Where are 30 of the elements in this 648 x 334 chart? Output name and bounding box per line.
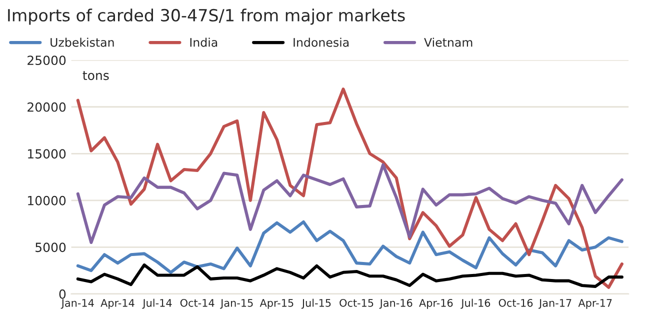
line-series <box>76 88 624 289</box>
x-tick-label: Jan-16 <box>379 298 412 309</box>
x-tick-label: Jan-17 <box>538 299 572 309</box>
x-tick-label: Oct-14 <box>180 298 214 307</box>
y-tick-label: 20000 <box>28 102 66 112</box>
y-tick-label: 25000 <box>28 56 66 66</box>
x-tick-label: Jan-15 <box>220 299 253 309</box>
x-tick-label: Apr-17 <box>578 299 612 309</box>
line-series <box>76 220 624 274</box>
legend-label: Vietnam <box>424 38 472 47</box>
legend-label: Indonesia <box>294 38 349 47</box>
x-tick-label: Jul-14 <box>142 298 172 309</box>
y-tick-label: 15000 <box>28 149 66 159</box>
x-tick-label: Jul-15 <box>301 298 331 309</box>
x-tick-label: Jan-14 <box>60 299 94 309</box>
x-tick-label: Jul-16 <box>460 298 490 309</box>
y-tick-label: 5000 <box>36 242 66 252</box>
legend-label: India <box>190 38 218 47</box>
x-tick-label: Oct-15 <box>340 298 374 307</box>
x-tick-label: Apr-16 <box>419 298 453 309</box>
x-tick-label: Apr-15 <box>260 299 294 309</box>
line-series <box>76 263 624 288</box>
line-series <box>76 163 624 244</box>
y-axis-title: tons <box>82 71 109 80</box>
legend-label: Uzbekistan <box>50 38 114 47</box>
y-tick-label: 0 <box>59 289 66 299</box>
chart-title: Imports of carded 30-47S/1 from major markets <box>8 8 405 25</box>
x-tick-label: Apr-14 <box>100 299 134 309</box>
x-tick-label: Oct-16 <box>498 298 533 307</box>
y-tick-label: 10000 <box>28 196 66 206</box>
